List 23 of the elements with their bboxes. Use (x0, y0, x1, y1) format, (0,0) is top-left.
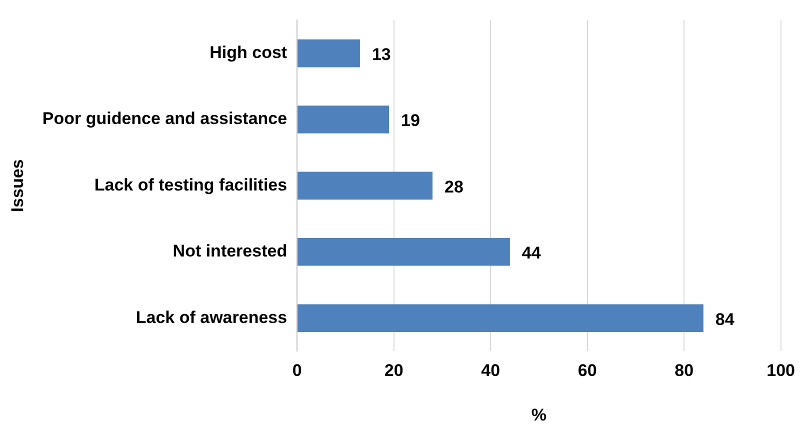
data-label: 44 (522, 244, 542, 263)
bar (298, 106, 389, 134)
x-tick-label: 40 (481, 361, 500, 380)
bar (298, 238, 510, 266)
x-axis-title: % (531, 405, 547, 424)
y-tick-label: Lack of testing facilities (94, 175, 288, 194)
bar (298, 304, 704, 332)
x-tick-label: 20 (384, 361, 404, 380)
data-label: 28 (444, 177, 464, 196)
x-tick-label: 80 (674, 361, 694, 380)
y-tick-label: Poor guidence and assistance (42, 109, 288, 128)
x-tick-label: 60 (578, 361, 597, 380)
data-label: 84 (715, 310, 735, 329)
bar (298, 172, 433, 200)
x-tick-label: 0 (292, 361, 302, 380)
x-tick-label: 100 (766, 361, 796, 380)
y-axis-title: Issues (8, 159, 27, 212)
data-label: 19 (401, 111, 420, 130)
y-tick-label: High cost (210, 42, 288, 62)
y-tick-label: Not interested (172, 242, 288, 261)
y-tick-label: Lack of awareness (136, 308, 288, 327)
data-label: 13 (372, 44, 391, 64)
bar (298, 39, 360, 68)
